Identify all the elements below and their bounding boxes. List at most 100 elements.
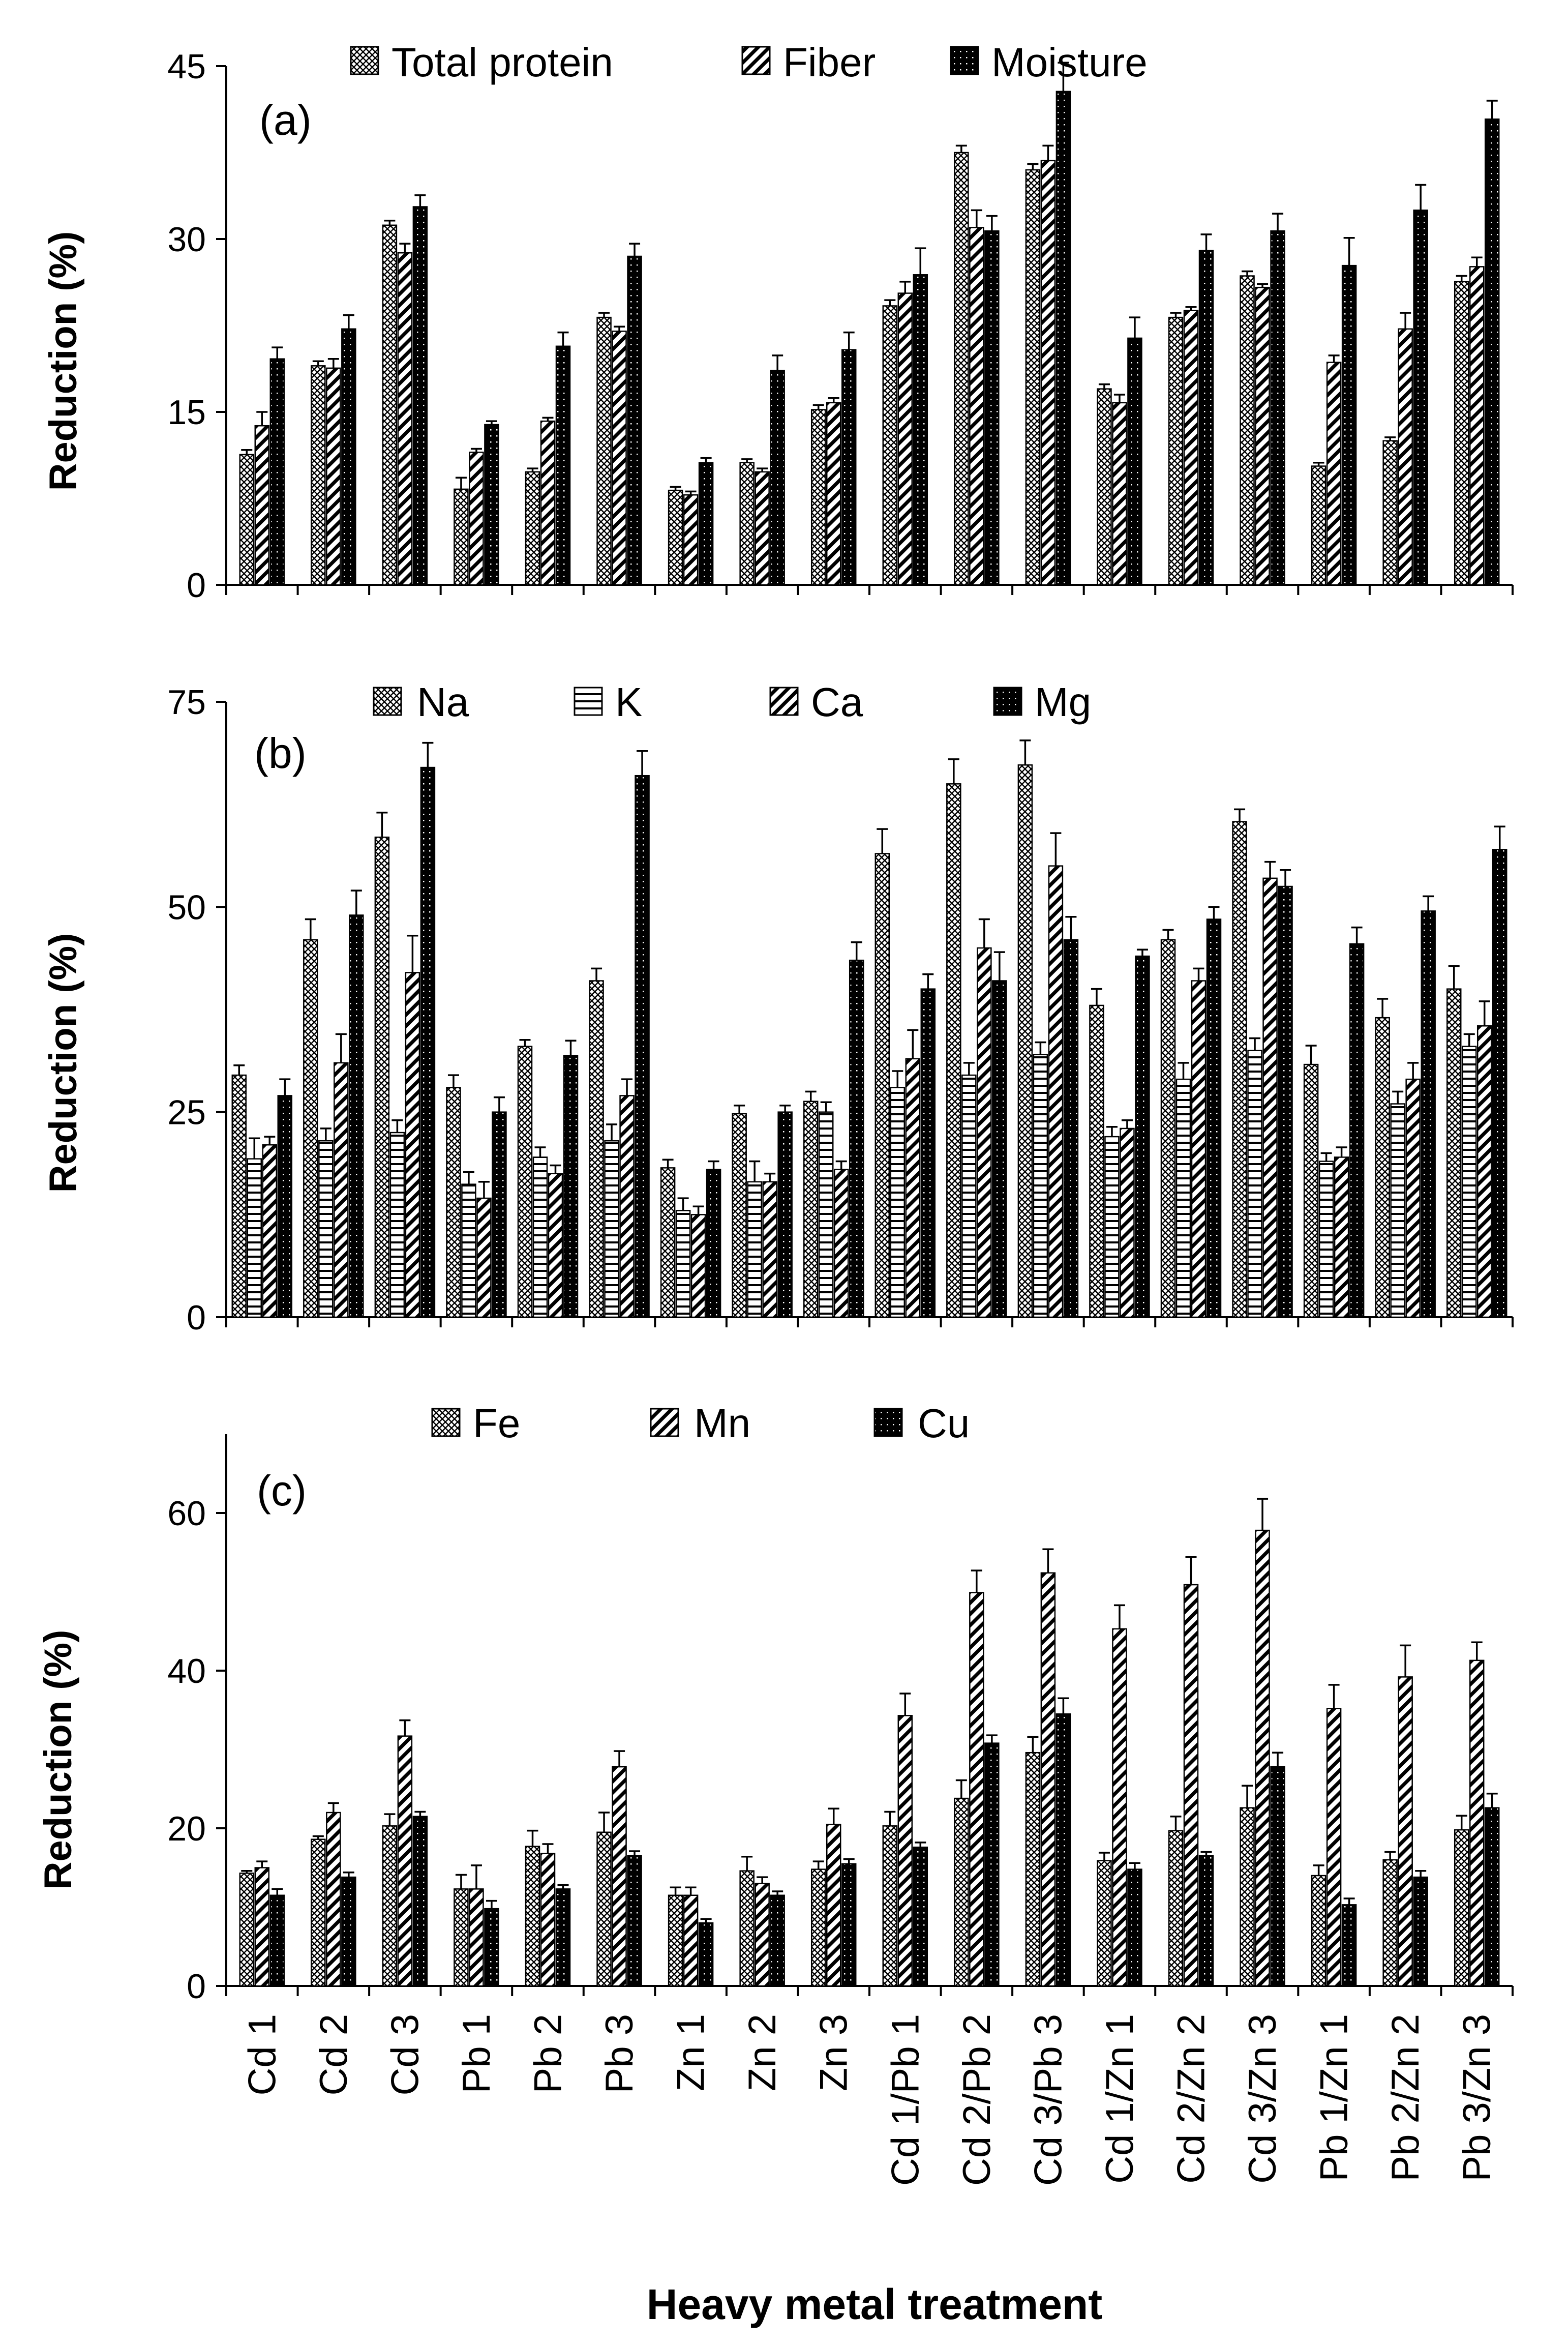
panel-c-legend: Fe Mn Cu xyxy=(431,1401,970,1446)
bar-ca-cd-3-zn-3 xyxy=(1262,877,1278,1318)
error-bar-mn-zn-1 xyxy=(685,1886,697,1895)
bar-ca-zn-3 xyxy=(833,1169,849,1318)
bar-fe-cd-3 xyxy=(382,1825,398,1987)
bar-mn-cd-3-zn-3 xyxy=(1255,1529,1270,1987)
bar-fe-cd-3-zn-3 xyxy=(1240,1807,1255,1987)
error-bar-fiber-cd-3-pb-3 xyxy=(1042,144,1054,161)
bar-k-pb-2 xyxy=(532,1156,548,1318)
x-tick-label-zn-3: Zn 3 xyxy=(812,2014,856,2091)
error-bar-cu-cd-1 xyxy=(272,1888,283,1895)
bar-mn-cd-1-zn-1 xyxy=(1112,1628,1127,1987)
bar-mn-pb-3 xyxy=(612,1766,627,1987)
error-bar-fe-pb-3-zn-3 xyxy=(1456,1815,1467,1830)
bar-cu-cd-2-pb-2 xyxy=(984,1742,1000,1987)
bar-fe-pb-1 xyxy=(454,1888,469,1987)
bar-mg-zn-2 xyxy=(777,1111,793,1318)
bar-k-cd-3-pb-3 xyxy=(1033,1054,1048,1318)
error-bar-total-protein-cd-2 xyxy=(312,360,324,366)
error-bar-moisture-cd-3 xyxy=(414,194,426,207)
panel-a-ylabel: Reduction (%) xyxy=(42,231,85,491)
error-bar-fiber-pb-2 xyxy=(542,417,554,422)
error-bar-total-protein-cd-1-pb-1 xyxy=(884,299,896,306)
error-bar-na-cd-1 xyxy=(233,1064,245,1076)
bar-moisture-cd-2 xyxy=(341,328,356,586)
error-bar-mg-pb-1-zn-1 xyxy=(1351,926,1363,944)
error-bar-cu-cd-2-zn-2 xyxy=(1200,1851,1212,1856)
x-tick-label-cd-2-pb-2: Cd 2/Pb 2 xyxy=(955,2014,999,2186)
error-bar-mg-cd-2-pb-2 xyxy=(993,951,1005,981)
error-bar-mg-zn-3 xyxy=(851,941,862,961)
bar-mg-cd-2 xyxy=(349,914,364,1318)
error-bar-k-cd-3-pb-3 xyxy=(1035,1041,1046,1055)
bar-mg-cd-3-zn-3 xyxy=(1278,885,1293,1318)
bar-k-zn-3 xyxy=(818,1111,834,1318)
bar-moisture-pb-1 xyxy=(484,424,499,586)
error-bar-ca-zn-2 xyxy=(764,1172,776,1182)
bar-moisture-cd-2-pb-2 xyxy=(984,230,1000,586)
bar-na-pb-2 xyxy=(517,1046,533,1318)
error-bar-k-cd-3-zn-3 xyxy=(1249,1037,1261,1051)
x-tick-label-zn-2: Zn 2 xyxy=(741,2014,784,2091)
error-bar-mg-pb-3-zn-3 xyxy=(1494,825,1505,850)
bar-fiber-cd-3-pb-3 xyxy=(1040,160,1056,586)
bar-na-cd-1-pb-1 xyxy=(875,853,890,1318)
error-bar-moisture-cd-3-pb-3 xyxy=(1058,62,1069,92)
error-bar-ca-cd-3-pb-3 xyxy=(1050,832,1062,866)
error-bar-total-protein-pb-3 xyxy=(598,312,610,318)
x-tick-label-cd-2: Cd 2 xyxy=(312,2014,355,2096)
error-bar-total-protein-zn-2 xyxy=(741,458,753,463)
bar-mn-zn-2 xyxy=(755,1883,770,1987)
error-bar-mn-cd-3-zn-3 xyxy=(1257,1498,1269,1531)
bar-cu-pb-2 xyxy=(555,1888,571,1987)
error-bar-k-pb-2 xyxy=(534,1146,546,1157)
error-bar-fiber-cd-3 xyxy=(399,243,411,253)
bar-total-protein-cd-1-zn-1 xyxy=(1097,388,1112,586)
error-bar-fiber-cd-2 xyxy=(327,358,339,368)
bar-cu-zn-2 xyxy=(770,1894,785,1987)
bar-mn-cd-1 xyxy=(254,1867,270,1987)
error-bar-total-protein-cd-3-zn-3 xyxy=(1242,270,1253,276)
error-bar-mn-cd-2-pb-2 xyxy=(971,1569,982,1593)
error-bar-fe-pb-2 xyxy=(527,1829,538,1847)
bar-total-protein-pb-2 xyxy=(525,471,540,586)
error-bar-fiber-cd-1-pb-1 xyxy=(899,281,911,293)
error-bar-na-pb-3-zn-3 xyxy=(1448,965,1460,989)
bar-ca-zn-1 xyxy=(690,1214,706,1318)
bar-total-protein-zn-3 xyxy=(810,409,826,586)
bar-mn-cd-3-pb-3 xyxy=(1040,1572,1056,1987)
error-bar-mg-zn-1 xyxy=(708,1160,719,1170)
bar-mn-pb-2 xyxy=(540,1853,556,1987)
x-tick-label-zn-1: Zn 1 xyxy=(670,2014,713,2091)
error-bar-fe-pb-1 xyxy=(455,1874,467,1889)
error-bar-na-pb-3 xyxy=(591,967,602,981)
panel-c-ylabel: Reduction (%) xyxy=(37,1630,80,1890)
bar-mg-cd-2-zn-2 xyxy=(1206,918,1222,1318)
bar-k-pb-3 xyxy=(604,1140,619,1318)
bar-mg-cd-1-pb-1 xyxy=(920,988,936,1318)
bar-k-pb-1-zn-1 xyxy=(1318,1161,1334,1318)
error-bar-total-protein-pb-2-zn-2 xyxy=(1384,436,1396,441)
bar-cu-zn-3 xyxy=(841,1863,857,1987)
error-bar-moisture-pb-1 xyxy=(486,420,497,425)
bar-mg-cd-1-zn-1 xyxy=(1135,955,1150,1318)
error-bar-moisture-cd-1-zn-1 xyxy=(1129,316,1140,338)
error-bar-k-cd-3 xyxy=(391,1119,403,1133)
bar-k-cd-1 xyxy=(247,1158,262,1318)
legend-label-fiber: Fiber xyxy=(783,40,876,85)
error-bar-na-zn-3 xyxy=(805,1090,817,1102)
error-bar-fe-cd-1-zn-1 xyxy=(1098,1852,1110,1861)
error-bar-mn-cd-3-pb-3 xyxy=(1042,1548,1054,1573)
error-bar-ca-cd-1-zn-1 xyxy=(1121,1119,1133,1129)
bar-cu-pb-1-zn-1 xyxy=(1341,1904,1357,1987)
bar-cu-cd-2 xyxy=(341,1876,356,1987)
bar-moisture-cd-3-pb-3 xyxy=(1056,91,1071,586)
error-bar-na-zn-1 xyxy=(662,1159,674,1168)
error-bar-ca-pb-3 xyxy=(621,1078,633,1096)
bar-na-cd-1-zn-1 xyxy=(1089,1004,1104,1318)
error-bar-cu-cd-2 xyxy=(343,1872,354,1878)
panel-b-plot: 0 25 50 75 xyxy=(167,683,1514,1337)
x-tick-label-pb-2: Pb 2 xyxy=(527,2014,570,2093)
y-tick-label: 40 xyxy=(167,1652,206,1690)
bar-fiber-cd-1-zn-1 xyxy=(1112,402,1127,586)
